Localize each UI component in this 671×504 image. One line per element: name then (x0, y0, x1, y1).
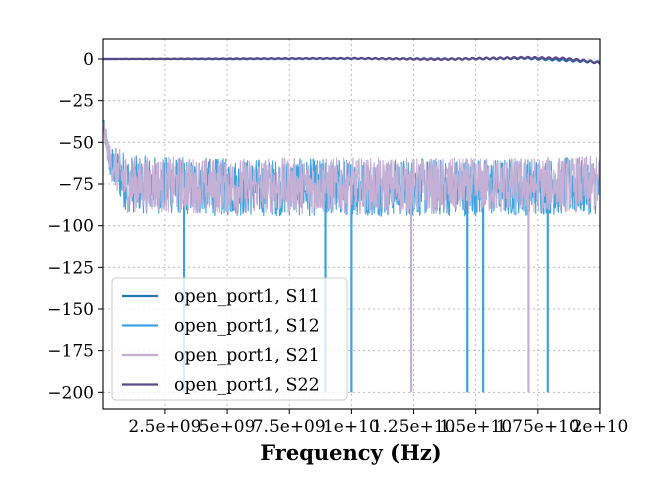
y-tick-label-4: −100 (47, 217, 94, 237)
legend-box (111, 277, 348, 401)
legend-label-3: open_port1, S22 (174, 376, 320, 396)
legend[interactable]: open_port1, S11 open_port1, S12 open_port1… (111, 277, 348, 401)
legend-label-1: open_port1, S12 (174, 317, 320, 337)
y-tick-label-5: −125 (47, 258, 94, 278)
y-tick-label-1: −25 (58, 92, 94, 112)
ticks: 2.5e+095e+097.5e+091e+101.25e+101.5e+101… (47, 50, 628, 437)
series-line-3 (103, 55, 600, 65)
x-tick-label-3: 1e+10 (323, 417, 380, 437)
x-tick-label-6: 1.75e+10 (496, 417, 580, 437)
y-tick-label-8: −200 (47, 383, 94, 403)
y-tick-label-7: −175 (47, 342, 94, 362)
y-tick-label-0: 0 (83, 50, 94, 70)
y-tick-label-3: −75 (58, 175, 94, 195)
legend-label-2: open_port1, S21 (174, 346, 320, 366)
x-axis-title: Frequency (Hz) (260, 440, 441, 465)
x-tick-label-0: 2.5e+09 (128, 417, 201, 437)
y-tick-label-2: −50 (58, 133, 94, 153)
x-tick-label-7: 2e+10 (572, 417, 629, 437)
x-tick-label-4: 1.25e+10 (372, 417, 456, 437)
series-line-2 (103, 121, 600, 214)
x-tick-label-2: 7.5e+09 (253, 417, 326, 437)
x-tick-label-1: 5e+09 (199, 417, 256, 437)
series-layer (103, 55, 600, 393)
x-tick-label-5: 1.5e+10 (439, 417, 512, 437)
legend-label-0: open_port1, S11 (174, 287, 320, 307)
y-tick-label-6: −150 (47, 300, 94, 320)
